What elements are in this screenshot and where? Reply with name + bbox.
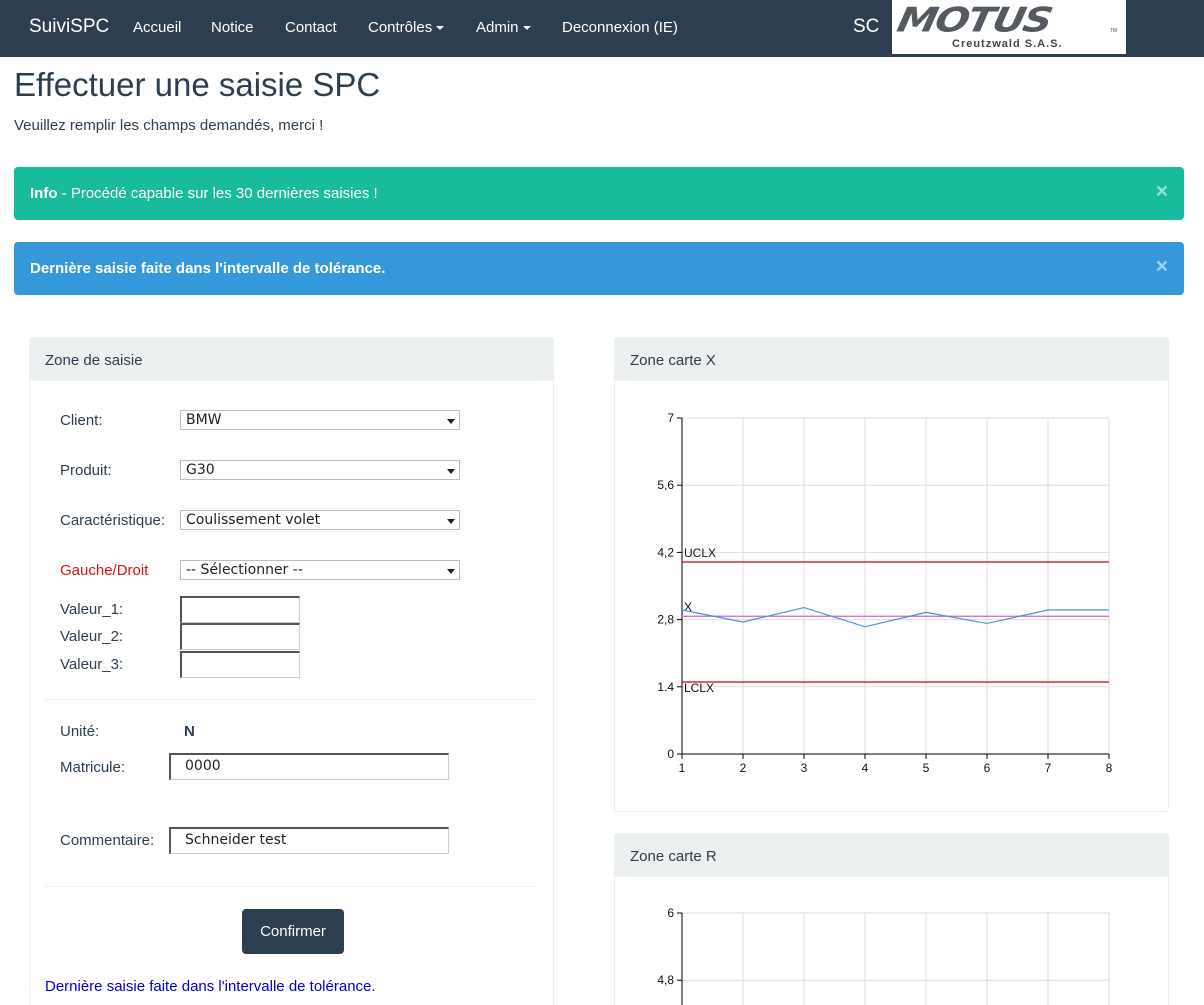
logo-trademark: TM (1110, 28, 1118, 34)
entry-panel: Zone de saisie (29, 337, 554, 1005)
chart-r-panel: Zone carte R (614, 833, 1169, 1005)
y-tick-label: 2,8 (657, 613, 674, 627)
x-tick-label: 1 (679, 761, 686, 775)
unite-label: Unité: (60, 723, 100, 740)
x-tick-label: 5 (923, 761, 930, 775)
client-label: Client: (60, 412, 103, 429)
entry-panel-heading: Zone de saisie (30, 338, 553, 381)
matricule-input[interactable]: 0000 (169, 753, 449, 780)
valeur-1-input[interactable] (180, 596, 300, 623)
status-message: Dernière saisie faite dans l'intervalle … (45, 978, 376, 995)
dropdown-arrow-icon (447, 419, 455, 424)
alert-info-text: Dernière saisie faite dans l'intervalle … (30, 260, 386, 277)
produit-select[interactable]: G30 (180, 460, 460, 480)
dropdown-arrow-icon (447, 569, 455, 574)
nav-accueil[interactable]: Accueil (133, 19, 182, 36)
matricule-label: Matricule: (60, 759, 126, 776)
user-initials: SC (853, 16, 880, 37)
alert-success-text: - Procédé capable sur les 30 dernières s… (57, 185, 378, 202)
logo-wordmark: MOTUS (893, 1, 1055, 41)
y-tick-label: 7 (667, 411, 674, 425)
alert-success: Info - Procédé capable sur les 30 derniè… (14, 167, 1184, 220)
produit-label: Produit: (60, 462, 112, 479)
gauche-droit-label: Gauche/Droit (60, 562, 149, 579)
dropdown-arrow-icon (447, 519, 455, 524)
caracteristique-label: Caractéristique: (60, 512, 166, 529)
x-tick-label: 2 (740, 761, 747, 775)
y-tick-label: 1.4 (657, 680, 674, 694)
x-tick-label: 3 (801, 761, 808, 775)
alert-success-strong: Info (30, 185, 58, 202)
navbar: SuiviSPC Accueil Notice Contact Contrôle… (0, 0, 1204, 57)
divider (45, 699, 538, 700)
caret-down-icon (522, 26, 531, 31)
data-series-line (681, 606, 1109, 628)
x-tick-label: 7 (1045, 761, 1052, 775)
chart-r-heading: Zone carte R (615, 834, 1168, 877)
chart-x-panel: Zone carte X (614, 337, 1169, 812)
x-tick-label: 8 (1106, 761, 1113, 775)
close-icon[interactable]: × (1155, 255, 1168, 278)
dropdown-arrow-icon (447, 469, 455, 474)
x-tick-label: 6 (984, 761, 991, 775)
client-select[interactable]: BMW (180, 410, 460, 430)
reference-line-label: X (684, 600, 692, 614)
page-title: Effectuer une saisie SPC (14, 66, 381, 103)
divider (45, 886, 538, 887)
confirm-button[interactable]: Confirmer (242, 909, 344, 954)
chart-x-svg: 0 1.4 2,8 4,2 5,6 7 1 2 3 4 5 6 7 8 UCLX X LCLX (657, 411, 1113, 775)
x-tick-label: 4 (862, 761, 869, 775)
valeur-3-input[interactable] (180, 651, 300, 678)
valeur-1-label: Valeur_1: (60, 601, 124, 618)
valeur-3-label: Valeur_3: (60, 656, 124, 673)
y-tick-label: 6 (667, 906, 674, 920)
nav-contact[interactable]: Contact (285, 19, 337, 36)
reference-line-label: LCLX (684, 681, 714, 695)
close-icon[interactable]: × (1155, 180, 1168, 203)
unite-value: N (184, 723, 195, 740)
y-tick-label: 5,6 (657, 478, 674, 492)
brand-link[interactable]: SuiviSPC (29, 16, 110, 37)
nav-admin-dropdown[interactable]: Admin (476, 19, 531, 36)
y-tick-label: 4,2 (657, 545, 674, 559)
chart-r-svg: 4,86 (657, 906, 1110, 1005)
gauche-droit-select[interactable]: -- Sélectionner -- (180, 560, 460, 580)
valeur-2-input[interactable] (180, 623, 300, 650)
y-tick-label: 4,8 (657, 973, 674, 987)
caracteristique-select[interactable]: Coulissement volet (180, 510, 460, 530)
nav-controles-dropdown[interactable]: Contrôles (368, 19, 445, 36)
chart-x-heading: Zone carte X (615, 338, 1168, 381)
reference-line-label: UCLX (684, 546, 716, 560)
logo-subtitle: Creutzwald S.A.S. (952, 38, 1063, 50)
company-logo: MOTUS TM Creutzwald S.A.S. (892, 0, 1126, 54)
nav-notice[interactable]: Notice (211, 19, 254, 36)
nav-deconnexion[interactable]: Deconnexion (IE) (562, 19, 678, 36)
commentaire-input[interactable]: Schneider test (169, 827, 449, 854)
y-tick-label: 0 (667, 747, 674, 761)
caret-down-icon (436, 26, 445, 31)
commentaire-label: Commentaire: (60, 832, 155, 849)
valeur-2-label: Valeur_2: (60, 628, 124, 645)
alert-info: Dernière saisie faite dans l'intervalle … (14, 242, 1184, 295)
page-subtitle: Veuillez remplir les champs demandés, me… (14, 117, 324, 134)
